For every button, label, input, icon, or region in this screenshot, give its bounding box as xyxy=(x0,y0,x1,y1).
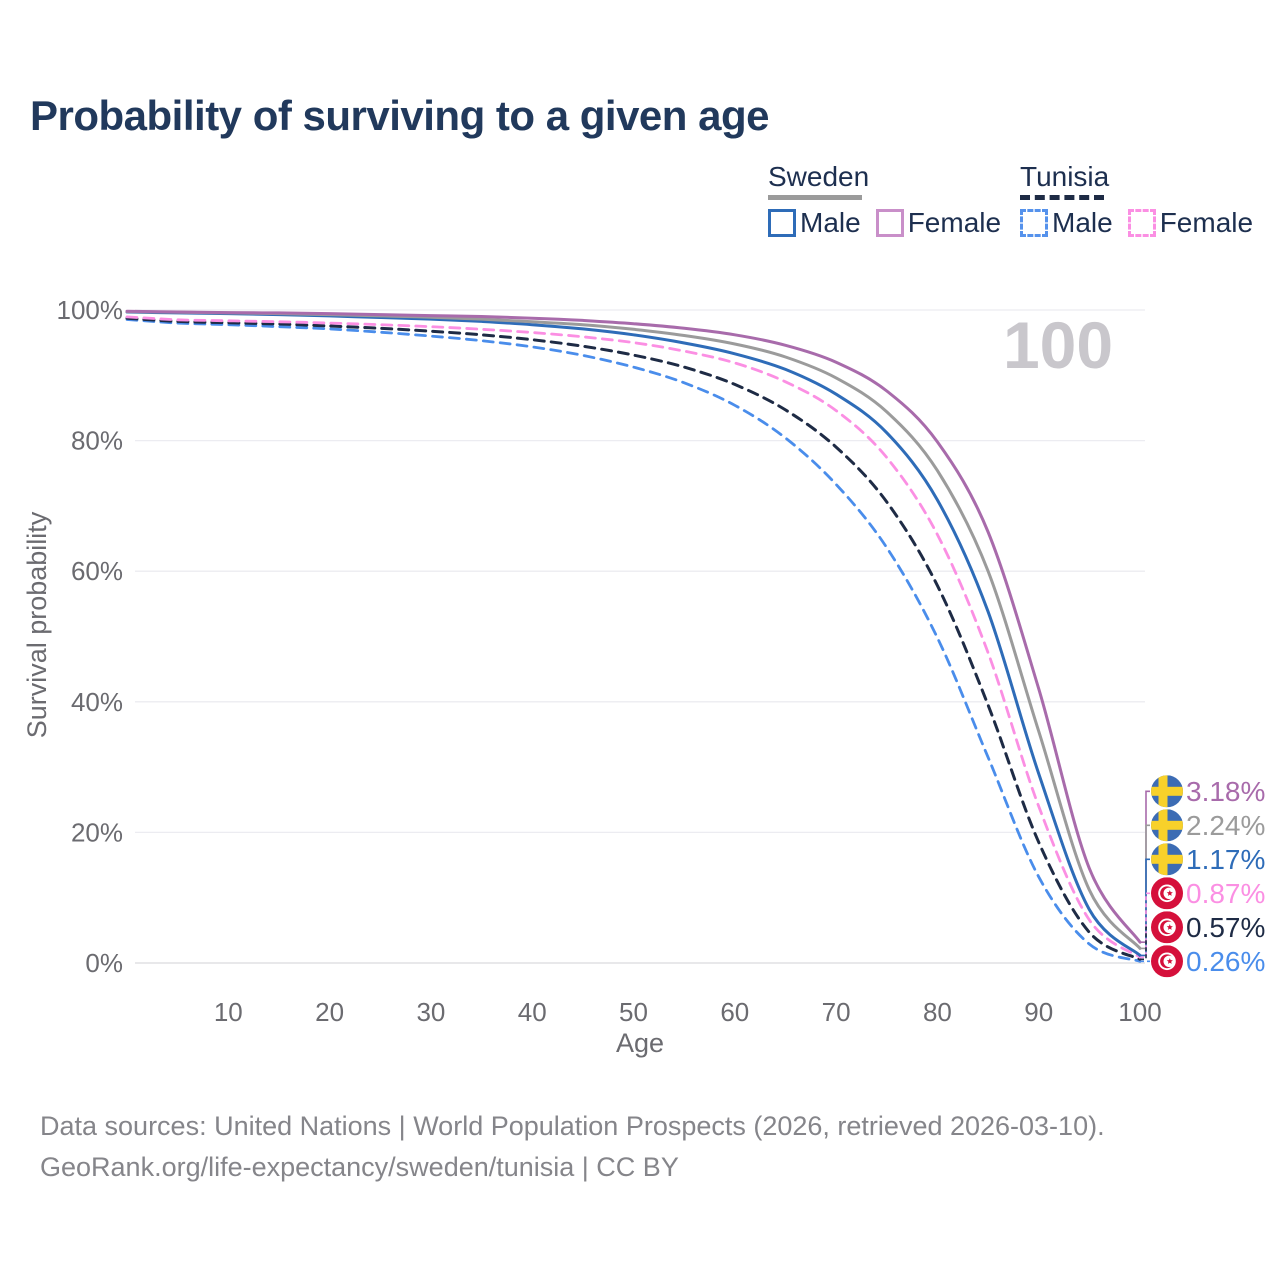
legend-group-title-sweden: Sweden xyxy=(768,161,870,192)
end-connector-tunisia-both xyxy=(1140,926,1150,961)
legend-group-tunisia: Tunisia Male Female xyxy=(1020,162,1253,239)
curve-sweden-female xyxy=(125,309,1142,944)
flag-tunisia-icon xyxy=(1151,877,1183,910)
x-axis-title: Age xyxy=(616,1028,664,1058)
legend-group-sweden: Sweden Male Female xyxy=(768,162,1001,239)
legend-label-tunisia-female: Female xyxy=(1159,207,1254,238)
y-tick-label: 20% xyxy=(71,817,123,847)
y-axis-title: Survival probability xyxy=(22,511,52,738)
y-tick-label: 80% xyxy=(71,426,123,456)
flag-sweden-icon xyxy=(1151,775,1183,808)
x-tick-label: 20 xyxy=(315,997,344,1027)
flag-tunisia-icon xyxy=(1151,911,1183,944)
curve-tunisia-male xyxy=(125,318,1142,963)
x-tick-label: 10 xyxy=(214,997,243,1027)
x-tick-label: 100 xyxy=(1118,997,1161,1027)
footer: Data sources: United Nations | World Pop… xyxy=(40,1106,1105,1188)
end-value-label-tunisia-female: 0.87% xyxy=(1186,878,1265,909)
curve-sweden-male xyxy=(125,310,1142,957)
x-tick-label: 30 xyxy=(416,997,445,1027)
legend-group-title-tunisia: Tunisia xyxy=(1020,161,1110,192)
curve-tunisia-both xyxy=(125,316,1142,961)
age-marker-label: 100 xyxy=(1003,308,1113,382)
y-tick-label: 60% xyxy=(71,556,123,586)
x-tick-label: 90 xyxy=(1024,997,1053,1027)
legend-label-sweden-female: Female xyxy=(907,207,1002,238)
x-tick-label: 60 xyxy=(720,997,749,1027)
legend-underline-sweden xyxy=(768,195,862,200)
end-connector-sweden-male xyxy=(1140,858,1150,957)
flag-sweden-icon xyxy=(1151,843,1183,876)
legend-swatch-tunisia-male xyxy=(1020,209,1048,237)
legend-label-tunisia-male: Male xyxy=(1052,207,1113,238)
y-tick-label: 100% xyxy=(57,295,124,325)
legend-swatch-tunisia-female xyxy=(1127,209,1156,237)
legend-item-sweden-female[interactable]: Female xyxy=(875,207,1002,239)
y-tick-label: 0% xyxy=(85,948,123,978)
curve-sweden-both xyxy=(125,310,1142,950)
end-connector-tunisia-female xyxy=(1140,892,1150,959)
legend-swatch-sweden-male xyxy=(768,209,796,237)
end-value-label-tunisia-both: 0.57% xyxy=(1186,912,1265,943)
x-tick-label: 70 xyxy=(822,997,851,1027)
x-tick-label: 50 xyxy=(619,997,648,1027)
legend-underline-tunisia xyxy=(1020,195,1104,200)
legend-item-tunisia-male[interactable]: Male xyxy=(1020,207,1113,239)
legend-swatch-sweden-female xyxy=(875,209,904,237)
y-tick-label: 40% xyxy=(71,687,123,717)
end-connector-sweden-female xyxy=(1140,790,1150,943)
x-tick-label: 40 xyxy=(518,997,547,1027)
page-title: Probability of surviving to a given age xyxy=(30,92,769,139)
flag-tunisia-icon xyxy=(1151,945,1183,978)
legend-item-sweden-male[interactable]: Male xyxy=(768,207,861,239)
end-value-label-sweden-female: 3.18% xyxy=(1186,776,1265,807)
curve-tunisia-female xyxy=(125,315,1142,959)
footer-attribution: GeoRank.org/life-expectancy/sweden/tunis… xyxy=(40,1152,679,1182)
footer-data-sources: Data sources: United Nations | World Pop… xyxy=(40,1111,1105,1141)
end-value-label-tunisia-male: 0.26% xyxy=(1186,946,1265,977)
end-connector-sweden-both xyxy=(1140,824,1150,950)
flag-sweden-icon xyxy=(1151,809,1183,842)
end-value-label-sweden-male: 1.17% xyxy=(1186,844,1265,875)
x-tick-label: 80 xyxy=(923,997,952,1027)
legend-label-sweden-male: Male xyxy=(800,207,861,238)
legend-item-tunisia-female[interactable]: Female xyxy=(1127,207,1254,239)
end-value-label-sweden-both: 2.24% xyxy=(1186,810,1265,841)
